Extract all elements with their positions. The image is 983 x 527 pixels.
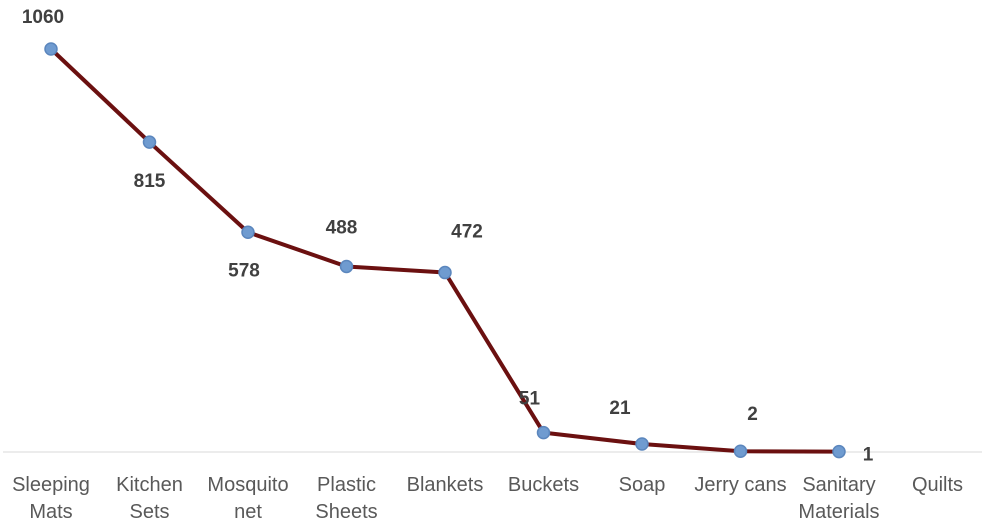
category-label: Plastic Sheets <box>315 474 377 523</box>
category-label: Quilts <box>912 474 963 496</box>
category-label-line: Buckets <box>508 474 579 496</box>
data-label: 2 <box>747 404 758 425</box>
category-label: Soap <box>619 474 666 496</box>
data-label: 815 <box>134 171 166 192</box>
category-label-line: Mosquito <box>207 474 288 496</box>
data-point-marker <box>635 437 649 451</box>
category-label-line: Sanitary <box>802 474 875 496</box>
data-label: 472 <box>451 222 483 243</box>
series-line <box>49 47 841 454</box>
category-labels-layer: Sleeping Mats Kitchen Sets Mosquito net Plasti… <box>12 474 963 523</box>
data-point-marker <box>241 225 255 240</box>
category-label-line: Blankets <box>407 474 484 496</box>
category-label-line: Sleeping <box>12 474 90 496</box>
category-label: Mosquito net <box>207 474 288 523</box>
data-point-marker <box>142 135 157 149</box>
category-label: Jerry cans <box>694 474 786 496</box>
category-label-line: Jerry cans <box>694 474 786 496</box>
category-label-line: Sheets <box>315 501 377 523</box>
category-label-line: Plastic <box>317 474 376 496</box>
category-label-line: Materials <box>798 501 879 523</box>
data-label: 21 <box>609 398 631 419</box>
data-label: 488 <box>326 217 358 238</box>
data-point-marker <box>438 265 452 280</box>
category-label-line: Kitchen <box>116 474 183 496</box>
series-layer <box>49 47 841 454</box>
category-label: Sanitary Materials <box>798 474 879 523</box>
category-label-line: Sets <box>129 501 169 523</box>
data-point-marker <box>536 425 551 440</box>
category-label-line: net <box>234 501 262 523</box>
category-label-line: Soap <box>619 474 666 496</box>
category-label: Buckets <box>508 474 579 496</box>
data-label: 51 <box>519 389 541 410</box>
category-label: Kitchen Sets <box>116 474 183 523</box>
data-label: 578 <box>228 260 260 281</box>
data-point-marker <box>733 444 748 458</box>
data-label: 1060 <box>22 7 64 28</box>
markers-layer <box>44 42 846 459</box>
data-label: 1 <box>863 445 874 466</box>
data-point-marker <box>339 259 354 274</box>
category-label: Blankets <box>407 474 484 496</box>
category-label: Sleeping Mats <box>12 474 90 523</box>
category-label-line: Mats <box>29 501 72 523</box>
data-point-marker <box>44 42 58 56</box>
data-point-marker <box>832 444 846 459</box>
category-label-line: Quilts <box>912 474 963 496</box>
